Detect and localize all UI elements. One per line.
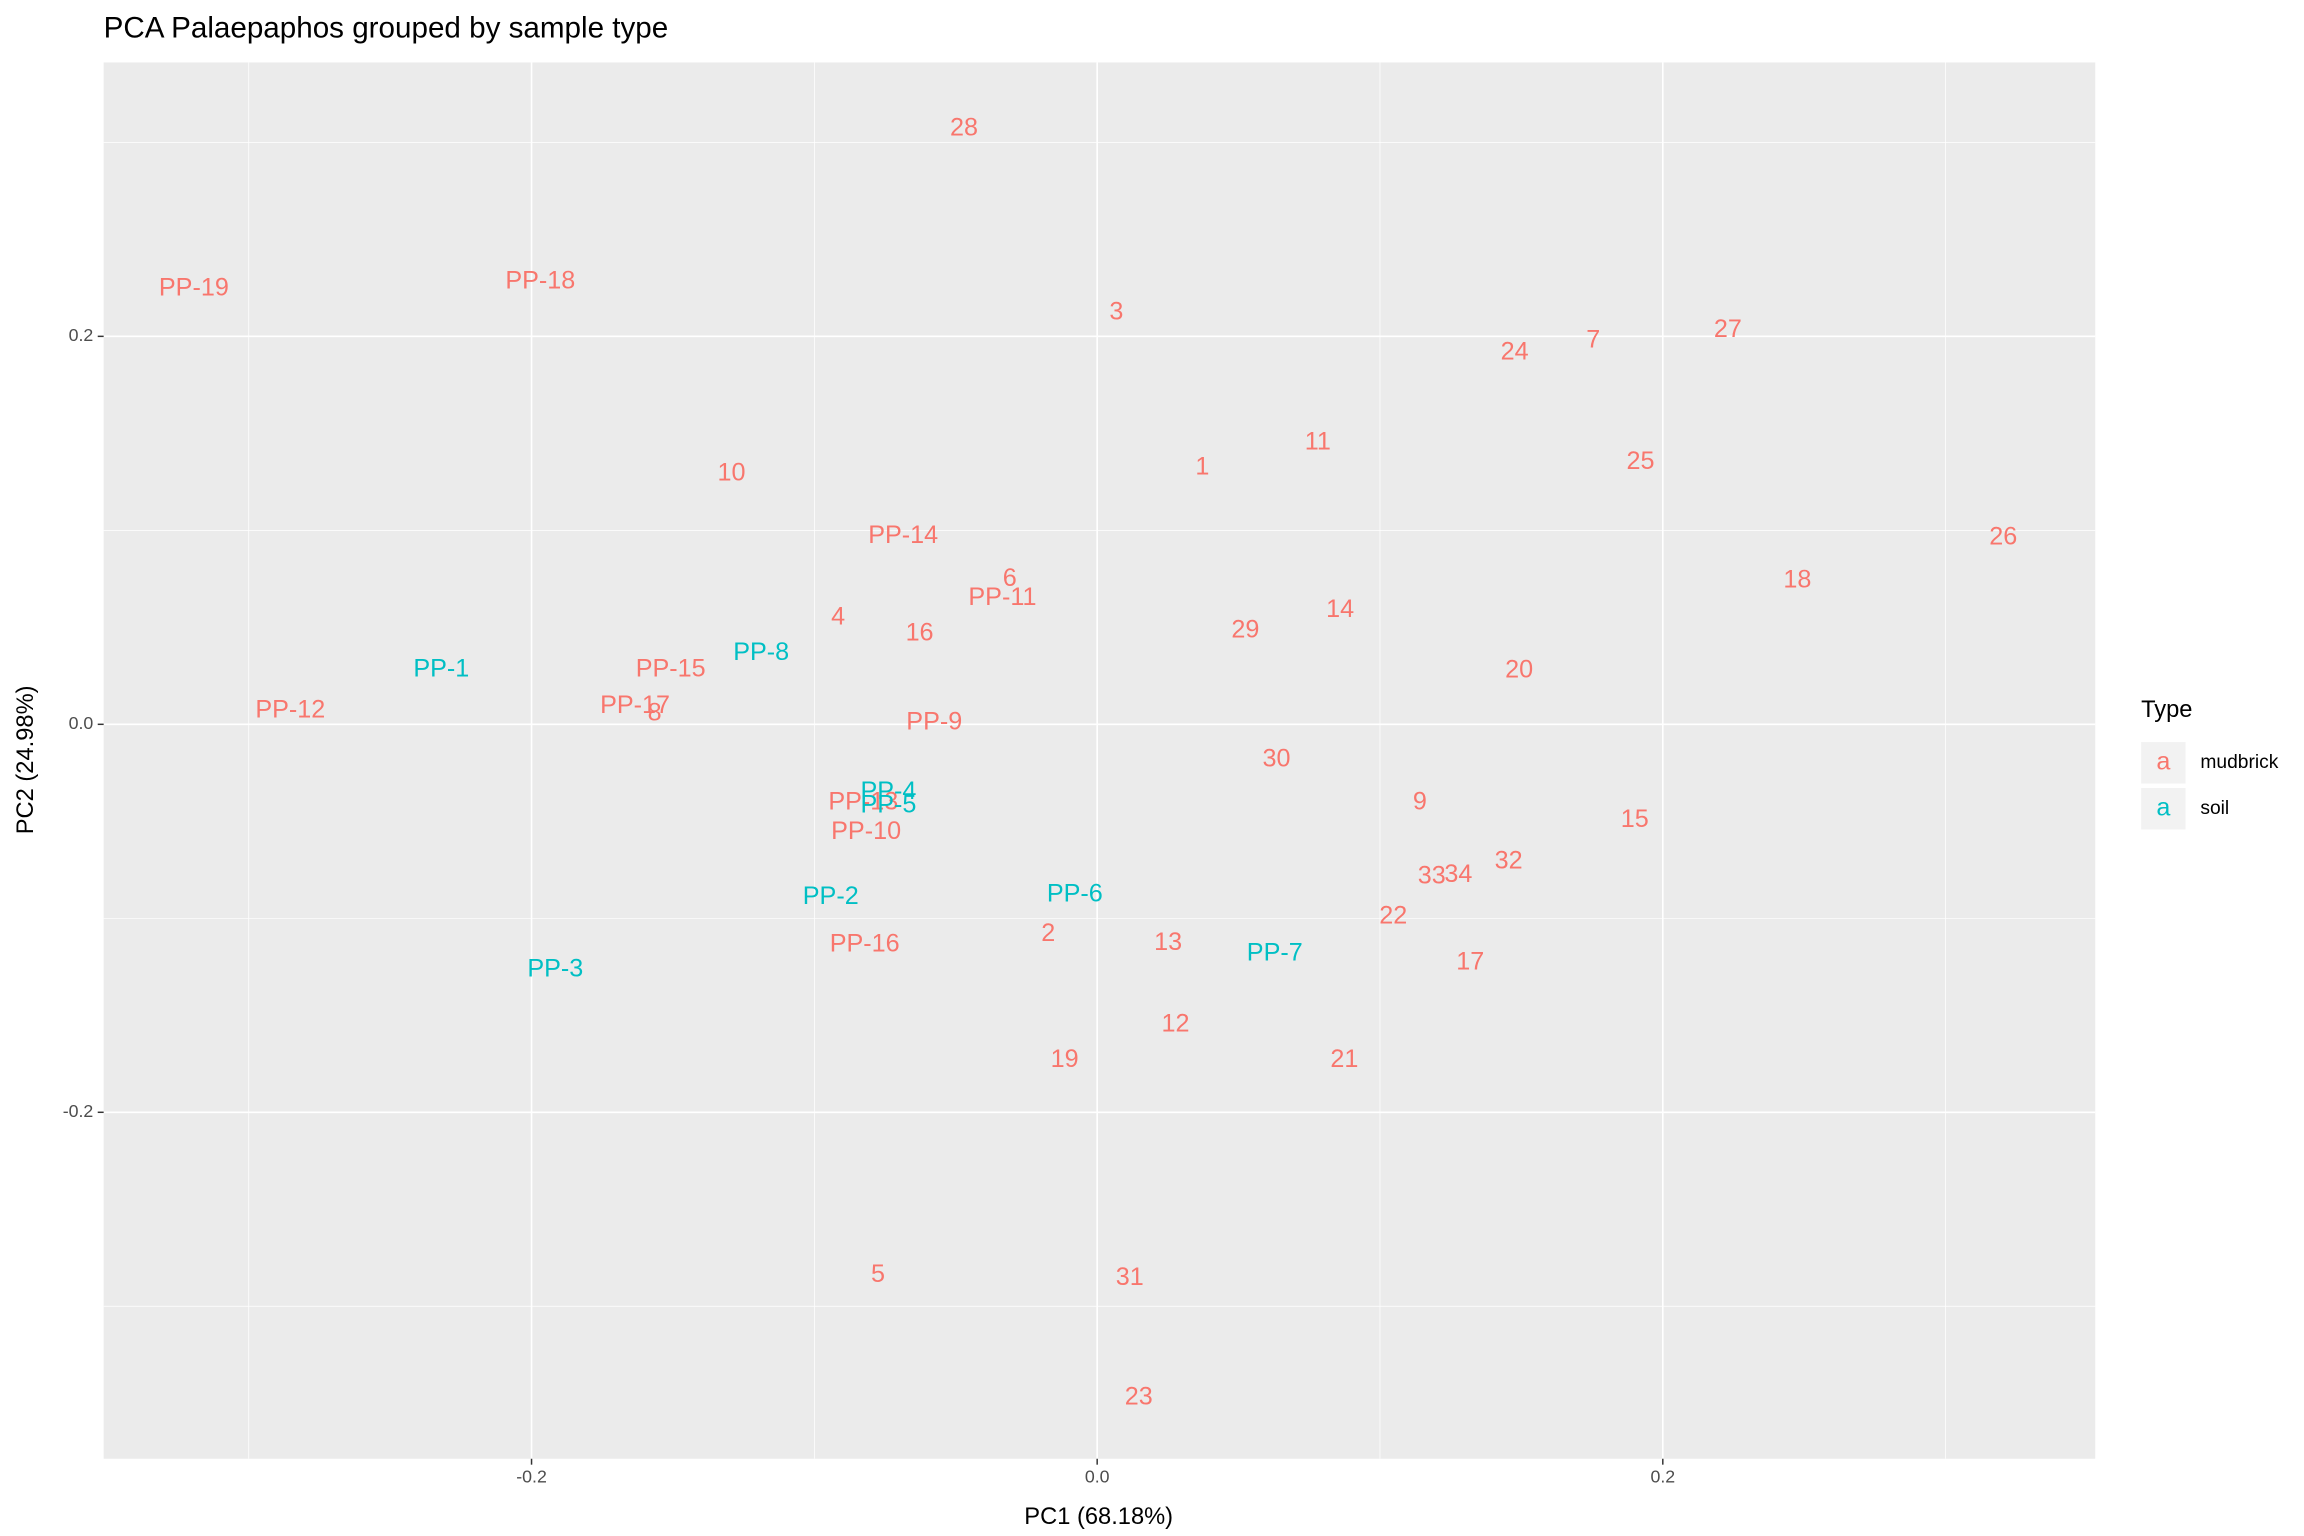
point-label: PP-14 — [868, 521, 938, 549]
y-tick-label: 0.2 — [69, 325, 94, 345]
point-label: PP-12 — [255, 696, 325, 724]
chart-title: PCA Palaepaphos grouped by sample type — [104, 12, 669, 45]
point-label: 9 — [1413, 788, 1427, 816]
legend-key-bg — [2141, 787, 2186, 830]
point-label: 12 — [1162, 1010, 1190, 1038]
legend-label: mudbrick — [2200, 752, 2278, 773]
point-label: 6 — [1003, 564, 1017, 592]
point-label: 33 — [1418, 861, 1446, 889]
point-label: PP-9 — [906, 707, 962, 735]
point-label: 11 — [1305, 428, 1331, 456]
point-label: 7 — [1586, 325, 1600, 353]
point-label: 21 — [1330, 1045, 1358, 1073]
point-label: PP-10 — [831, 817, 901, 845]
x-tick-label: -0.2 — [516, 1467, 547, 1487]
point-label: PP-1 — [413, 654, 469, 682]
point-label: PP-13 — [828, 788, 898, 816]
point-label: 19 — [1051, 1045, 1079, 1073]
legend-label: soil — [2200, 798, 2229, 819]
legend-key: a — [2156, 793, 2170, 821]
point-label: 8 — [648, 699, 662, 727]
point-label: PP-8 — [733, 638, 789, 666]
legend-key-bg — [2141, 742, 2186, 784]
point-label: 13 — [1154, 928, 1182, 956]
point-label: 16 — [906, 619, 934, 647]
point-label: PP-5 — [860, 790, 916, 818]
legend-title: Type — [2141, 697, 2192, 723]
point-label: PP-2 — [803, 882, 859, 910]
x-axis-title: PC1 (68.18%) — [1024, 1504, 1173, 1530]
point-label: PP-19 — [159, 274, 229, 302]
point-label: PP-11 — [968, 583, 1036, 611]
point-label: 24 — [1501, 337, 1529, 365]
point-label: PP-6 — [1047, 879, 1103, 907]
point-label: 4 — [831, 602, 845, 630]
point-label: 3 — [1109, 297, 1123, 325]
point-label: 25 — [1626, 447, 1654, 475]
point-label: 26 — [1989, 522, 2017, 550]
y-tick-label: 0.0 — [69, 713, 94, 733]
y-axis-title: PC2 (24.98%) — [13, 685, 39, 834]
point-label: PP-3 — [527, 955, 583, 983]
point-label: 23 — [1125, 1383, 1153, 1411]
point-label: 27 — [1714, 315, 1742, 343]
point-label: PP-15 — [636, 654, 706, 682]
point-label: 32 — [1495, 847, 1523, 875]
point-label: 1 — [1195, 453, 1209, 481]
point-label: 10 — [718, 459, 746, 487]
point-label: PP-7 — [1247, 938, 1303, 966]
y-tick-label: -0.2 — [63, 1101, 94, 1121]
x-tick-label: 0.2 — [1650, 1467, 1675, 1487]
point-label: 20 — [1505, 656, 1533, 684]
plot-panel — [103, 62, 2096, 1459]
point-label: 31 — [1116, 1263, 1144, 1291]
point-label: 29 — [1231, 616, 1259, 644]
legend-key: a — [2156, 747, 2170, 775]
point-label: 17 — [1456, 947, 1484, 975]
point-label: 15 — [1621, 805, 1649, 833]
point-label: 5 — [871, 1260, 885, 1288]
point-label: 28 — [950, 114, 978, 142]
point-label: 34 — [1444, 860, 1472, 888]
point-label: 18 — [1783, 565, 1811, 593]
point-label: 22 — [1379, 901, 1407, 929]
point-label: PP-16 — [830, 930, 900, 958]
x-tick-label: 0.0 — [1085, 1467, 1110, 1487]
point-label: 30 — [1262, 744, 1290, 772]
point-label: PP-18 — [505, 266, 575, 294]
point-label: 14 — [1326, 595, 1354, 623]
point-label: PP-17 — [600, 691, 670, 719]
point-label: 2 — [1041, 919, 1055, 947]
point-label: PP-4 — [860, 777, 916, 805]
